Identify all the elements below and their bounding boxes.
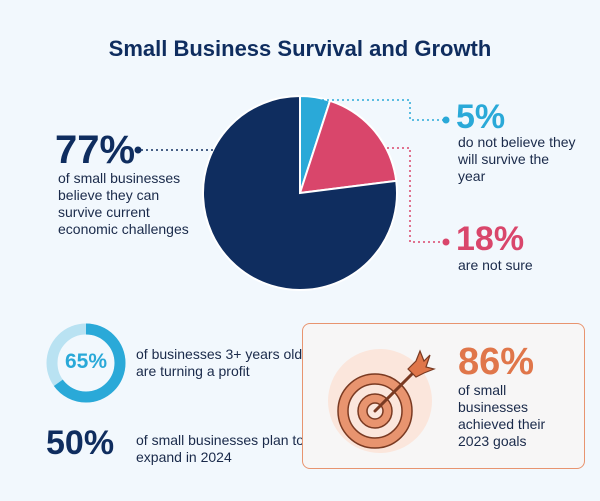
expand-stat-value: 50% bbox=[46, 424, 115, 462]
target-arrow-icon bbox=[328, 349, 436, 453]
not-sure-stat-text: are not sure bbox=[458, 257, 533, 273]
leader-not-sure bbox=[382, 147, 444, 243]
survive-stat-text: of small businesses believe they can sur… bbox=[58, 170, 189, 237]
donut-fill bbox=[46, 323, 126, 403]
profit-stat-text: of businesses 3+ years old are turning a… bbox=[136, 346, 303, 379]
pie-slice-survive bbox=[202, 94, 398, 291]
leader-not-survive bbox=[322, 99, 444, 121]
pie-chart bbox=[134, 94, 450, 291]
profit-donut: 65% bbox=[46, 323, 126, 403]
goals-stat-text: of small businesses achieved their 2023 … bbox=[458, 382, 546, 449]
page-title: Small Business Survival and Growth bbox=[108, 36, 492, 61]
expand-stat-text: of small businesses plan to expand in 20… bbox=[136, 432, 305, 465]
profit-stat-value: 65% bbox=[64, 350, 108, 373]
survive-stat-value: 77% bbox=[55, 128, 136, 172]
leader-not-survive-dot bbox=[442, 116, 450, 124]
leader-survive-dot bbox=[134, 146, 142, 154]
goals-stat-value: 86% bbox=[458, 341, 535, 383]
pie-slice-not-sure bbox=[298, 99, 398, 195]
not-survive-stat-text: do not believe they will survive the yea… bbox=[458, 134, 576, 184]
not-survive-stat-value: 5% bbox=[456, 98, 506, 136]
leader-not-sure-dot bbox=[442, 238, 450, 246]
not-sure-stat-value: 18% bbox=[456, 220, 525, 258]
